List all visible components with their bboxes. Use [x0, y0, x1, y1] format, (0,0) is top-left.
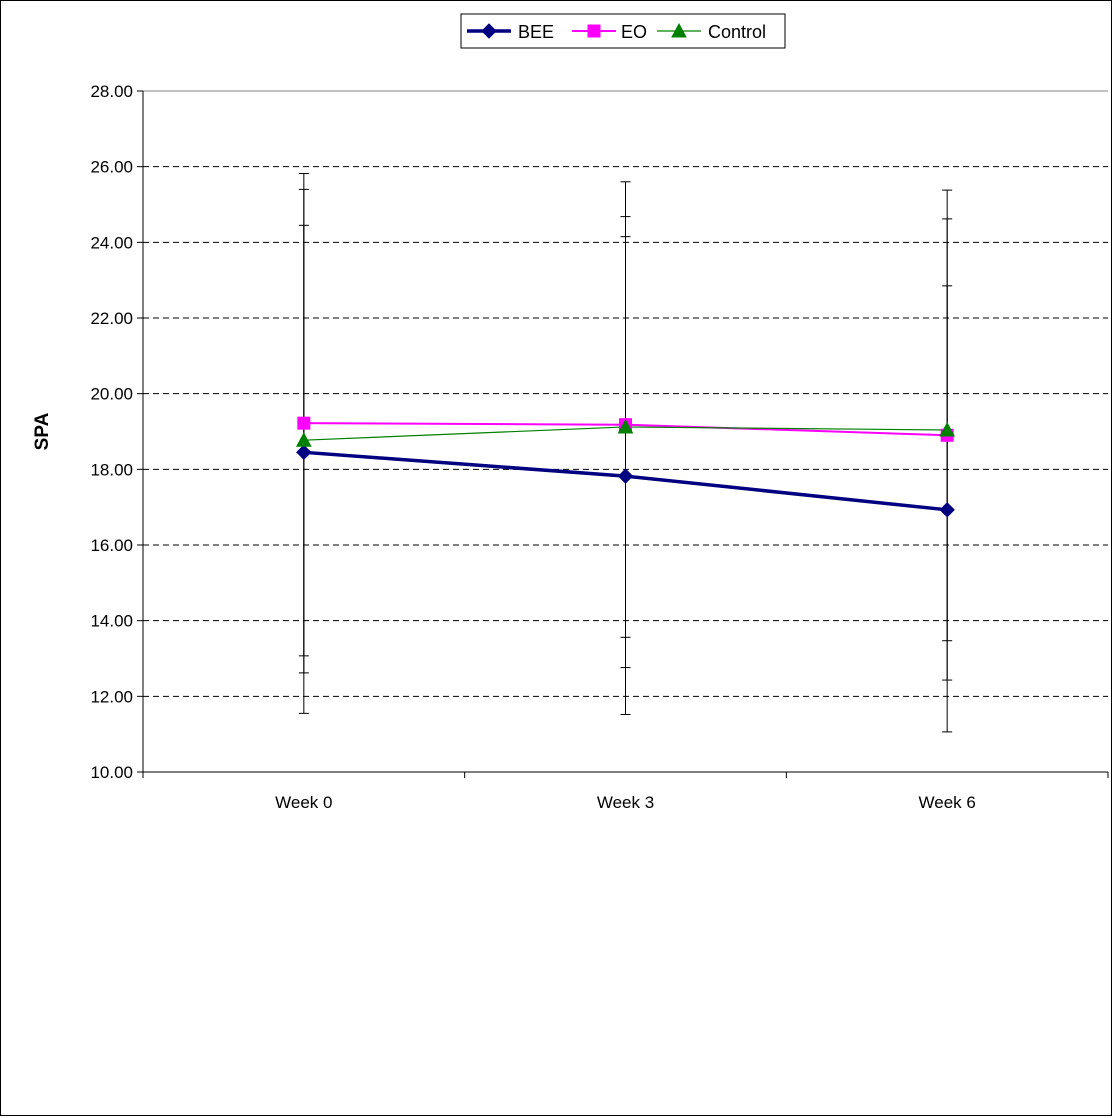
- x-tick-label: Week 3: [597, 793, 654, 812]
- legend-box: [460, 13, 786, 49]
- data-point-eo: [297, 416, 311, 430]
- y-tick-label: 20.00: [90, 385, 133, 404]
- data-point-bee: [939, 502, 955, 518]
- legend-label-eo: EO: [621, 22, 647, 42]
- y-tick-label: 16.00: [90, 536, 133, 555]
- tick-labels: 10.00 12.00 14.00 16.00 18.00 20.00 22.00 24.00…: [90, 82, 975, 812]
- data-point-control: [617, 418, 634, 434]
- legend-label-control: Control: [708, 22, 766, 42]
- series-markers: [295, 416, 956, 518]
- x-tick-label: Week 6: [919, 793, 976, 812]
- data-point-bee: [296, 444, 312, 461]
- y-tick-label: 10.00: [90, 763, 133, 782]
- error-bars: [298, 172, 953, 733]
- legend: BEE EO Control: [460, 13, 786, 49]
- axes: [137, 90, 1109, 778]
- legend-label-bee: BEE: [518, 22, 554, 42]
- legend-marker-bee: [481, 23, 497, 39]
- y-tick-label: 28.00: [90, 82, 133, 101]
- legend-marker-control: [671, 22, 687, 38]
- y-tick-label: 26.00: [90, 158, 133, 177]
- y-tick-label: 24.00: [90, 233, 133, 252]
- y-axis-title: SPA: [32, 412, 53, 450]
- y-tick-label: 22.00: [90, 309, 133, 328]
- x-tick-label: Week 0: [275, 793, 332, 812]
- data-point-control: [939, 421, 956, 437]
- data-point-bee: [617, 468, 634, 484]
- y-tick-label: 12.00: [90, 687, 133, 706]
- data-point-control: [295, 432, 312, 447]
- y-tick-label: 18.00: [90, 460, 133, 479]
- y-tick-label: 14.00: [90, 612, 133, 631]
- legend-marker-eo: [587, 24, 601, 38]
